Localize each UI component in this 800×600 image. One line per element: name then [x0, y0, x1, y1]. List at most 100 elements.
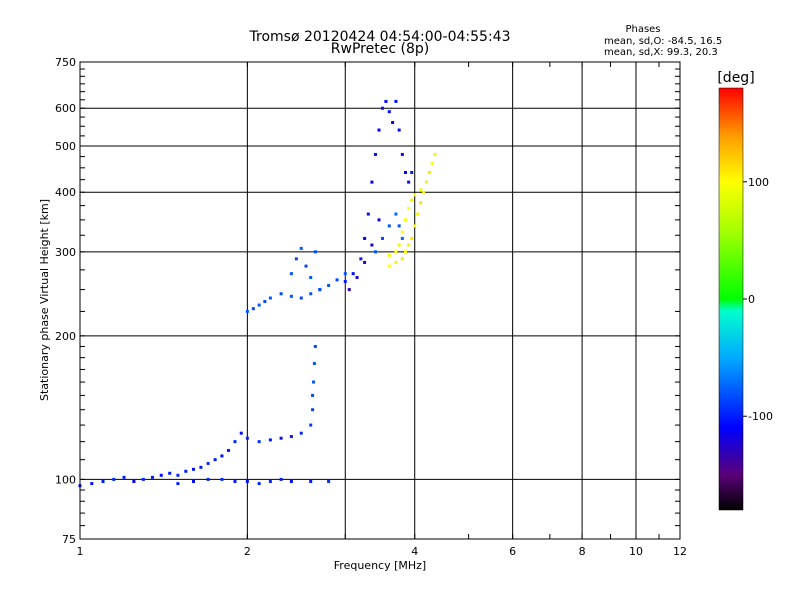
data-point-o [309, 479, 313, 483]
data-point-o [387, 224, 391, 228]
data-point-o [359, 257, 363, 261]
data-point-x [410, 198, 414, 202]
data-point-o [370, 180, 374, 184]
data-point-x [430, 161, 434, 165]
data-point-o [251, 307, 255, 311]
y-tick-label: 75 [62, 533, 76, 546]
x-tick-label: 2 [244, 545, 251, 558]
colorbar-tick-label: -100 [748, 410, 773, 423]
data-point-x [422, 190, 426, 194]
data-point-o [397, 224, 401, 228]
data-point-o [347, 288, 351, 292]
data-point-o [279, 477, 283, 481]
data-point-o [397, 128, 401, 132]
data-point-x [394, 260, 398, 264]
data-point-o [101, 479, 105, 483]
data-point-o [363, 236, 367, 240]
data-point-o [299, 296, 303, 300]
data-point-x [413, 224, 417, 228]
data-point-o [191, 467, 195, 471]
data-point-o [311, 393, 315, 397]
data-point-o [366, 212, 370, 216]
data-point-o [309, 423, 313, 427]
data-point-o [150, 475, 154, 479]
data-point-o [373, 152, 377, 156]
data-point-x [387, 253, 391, 257]
chart-subtitle: RwPretec (8p) [331, 41, 429, 57]
data-point-o [227, 448, 231, 452]
x-axis-label: Frequency [MHz] [334, 559, 426, 572]
data-point-o [363, 260, 367, 264]
data-point-o [343, 272, 347, 276]
data-point-o [132, 479, 136, 483]
data-point-o [380, 236, 384, 240]
data-point-o [343, 279, 347, 283]
data-point-o [400, 152, 404, 156]
data-point-x [410, 236, 414, 240]
data-point-o [112, 477, 116, 481]
colorbar [718, 87, 744, 511]
data-point-o [239, 431, 243, 435]
data-point-o [318, 288, 322, 292]
data-point-o [191, 479, 195, 483]
y-tick-label: 600 [55, 102, 76, 115]
data-point-o [311, 380, 315, 384]
data-point-o [335, 278, 339, 282]
data-point-o [279, 292, 283, 296]
colorbar-title: [deg] [717, 70, 754, 86]
data-point-o [220, 477, 224, 481]
data-point-o [394, 99, 398, 103]
data-point-o [199, 465, 203, 469]
y-tick-label: 500 [55, 140, 76, 153]
data-point-o [327, 479, 331, 483]
phase-stats-header: Phases [625, 24, 660, 35]
data-point-o [213, 458, 217, 462]
data-point-x [404, 250, 408, 254]
data-point-o [268, 438, 272, 442]
data-point-x [407, 206, 411, 210]
data-point-o [313, 250, 317, 254]
plot-frame [79, 61, 681, 540]
data-point-o [122, 475, 126, 479]
data-point-o [206, 477, 210, 481]
data-point-o [176, 473, 180, 477]
data-point-x [419, 201, 423, 205]
x-tick-label: 4 [411, 545, 418, 558]
data-point-o [141, 477, 145, 481]
data-point-o [90, 482, 94, 486]
data-point-o [268, 296, 272, 300]
data-point-x [427, 170, 431, 174]
data-point-o [206, 461, 210, 465]
phase-stats-o: mean, sd,O: -84.5, 16.5 [604, 36, 722, 47]
data-point-o [245, 436, 249, 440]
data-point-x [433, 152, 437, 156]
data-point-o [233, 440, 237, 444]
data-point-o [327, 283, 331, 287]
data-point-o [400, 236, 404, 240]
chart-title: Tromsø 20120424 04:54:00-04:55:43 [249, 29, 511, 45]
data-point-x [400, 230, 404, 234]
colorbar-ticks: 100 0 -100 [743, 176, 773, 423]
data-point-o [377, 218, 381, 222]
data-point-o [394, 212, 398, 216]
y-tick-label: 400 [55, 186, 76, 199]
data-point-o [311, 408, 315, 412]
data-point-o [309, 276, 313, 280]
y-tick-label: 750 [55, 56, 76, 69]
data-point-x [413, 193, 417, 197]
data-point-o [245, 309, 249, 313]
x-tick-label: 12 [673, 545, 687, 558]
x-tick-label: 10 [629, 545, 643, 558]
data-point-o [384, 99, 388, 103]
data-point-x [387, 264, 391, 268]
data-point-o [289, 272, 293, 276]
data-point-o [289, 435, 293, 439]
data-point-o [299, 431, 303, 435]
colorbar-tick-label: 0 [748, 293, 755, 306]
data-point-o [289, 294, 293, 298]
data-point-o [304, 264, 308, 268]
data-point-o [245, 479, 249, 483]
data-point-o [355, 276, 359, 280]
data-point-o [404, 170, 408, 174]
